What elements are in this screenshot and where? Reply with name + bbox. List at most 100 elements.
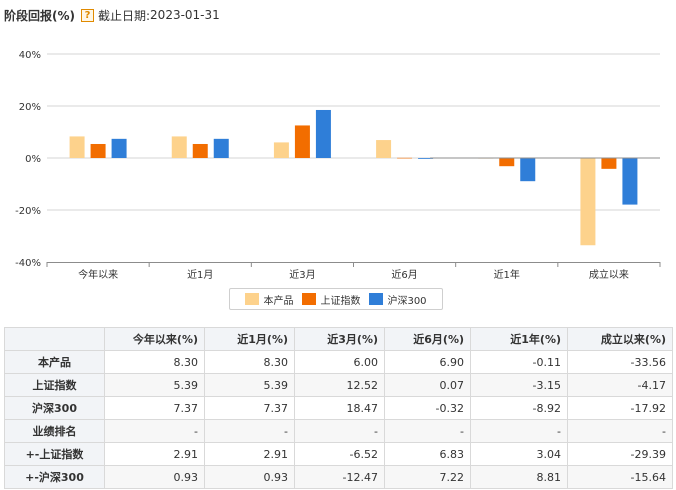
- bars: [69, 109, 638, 246]
- row-label: +-沪深300: [4, 465, 105, 489]
- bar[interactable]: [520, 158, 536, 182]
- table-row: 本产品 8.30 8.30 6.00 6.90 -0.11 -33.56: [4, 350, 673, 374]
- row-label: 本产品: [4, 350, 105, 374]
- section-header: 阶段回报(%) ? 截止日期: 2023-01-31: [4, 5, 220, 25]
- table-cell: 7.37: [204, 396, 295, 420]
- bar[interactable]: [601, 158, 617, 169]
- legend-label: 本产品: [263, 295, 294, 307]
- column-header: 近6月(%): [384, 327, 471, 351]
- bar[interactable]: [171, 136, 187, 158]
- table-row: 业绩排名 - - - - - -: [4, 419, 673, 443]
- stage-return-chart: -40% -20% 0% 20% 40% 今年以来 近1月 近3月 近6月 近1年 成立以来: [15, 50, 661, 281]
- table-cell: -: [204, 419, 295, 443]
- cutoff-date-value: 2023-01-31: [150, 8, 220, 22]
- table-cell: 3.04: [470, 442, 568, 466]
- y-tick-label: 20%: [19, 102, 41, 113]
- table-cell: 2.91: [204, 442, 295, 466]
- table-cell: -29.39: [567, 442, 673, 466]
- table-cell: 8.81: [470, 465, 568, 489]
- table-cell: 6.90: [384, 350, 471, 374]
- x-tick-label: 今年以来: [78, 268, 118, 281]
- legend-item[interactable]: 本产品: [245, 292, 293, 307]
- column-header: 近1月(%): [204, 327, 295, 351]
- table-cell: -12.47: [294, 465, 385, 489]
- legend-item[interactable]: 上证指数: [302, 292, 360, 307]
- x-tick-label: 近6月: [391, 268, 417, 281]
- table-cell: 5.39: [104, 373, 205, 397]
- bar[interactable]: [192, 143, 208, 158]
- row-label: 沪深300: [4, 396, 105, 420]
- y-tick-label: 40%: [19, 50, 41, 61]
- table-cell: -17.92: [567, 396, 673, 420]
- legend-label: 沪深300: [387, 295, 427, 307]
- table-cell: -8.92: [470, 396, 568, 420]
- column-header: 成立以来(%): [567, 327, 673, 351]
- bar[interactable]: [315, 109, 331, 158]
- returns-table: 今年以来(%) 近1月(%) 近3月(%) 近6月(%) 近1年(%) 成立以来(%) 本…: [4, 327, 673, 489]
- legend-swatch: [302, 293, 317, 305]
- x-axis: 今年以来 近1月 近3月 近6月 近1年 成立以来: [46, 157, 661, 281]
- table-cell: 8.30: [104, 350, 205, 374]
- y-tick-label: -20%: [15, 206, 41, 217]
- bar[interactable]: [499, 158, 515, 167]
- table-cell: -3.15: [470, 373, 568, 397]
- table-cell: 7.37: [104, 396, 205, 420]
- table-cell: -0.11: [470, 350, 568, 374]
- table-cell: 6.83: [384, 442, 471, 466]
- legend-swatch: [369, 293, 384, 305]
- x-tick-label: 近1年: [494, 268, 520, 281]
- bar[interactable]: [90, 143, 106, 158]
- table-cell: -: [294, 419, 385, 443]
- table-cell: 5.39: [204, 373, 295, 397]
- table-cell: 18.47: [294, 396, 385, 420]
- table-cell: 12.52: [294, 373, 385, 397]
- cutoff-date-label: 截止日期:: [98, 8, 151, 23]
- column-header: 近3月(%): [294, 327, 385, 351]
- legend-label: 上证指数: [320, 295, 361, 307]
- bar[interactable]: [622, 158, 638, 205]
- table-cell: 2.91: [104, 442, 205, 466]
- help-icon[interactable]: ?: [81, 8, 94, 22]
- grid-lines: [47, 53, 660, 211]
- bar[interactable]: [397, 157, 413, 159]
- bar[interactable]: [111, 138, 127, 158]
- bar[interactable]: [418, 158, 434, 159]
- table-cell: -: [384, 419, 471, 443]
- row-label: +-上证指数: [4, 442, 105, 466]
- bar[interactable]: [213, 138, 229, 158]
- table-cell: -: [470, 419, 568, 443]
- legend-item[interactable]: 沪深300: [369, 292, 427, 307]
- table-cell: 0.93: [104, 465, 205, 489]
- table-cell: 6.00: [294, 350, 385, 374]
- bar[interactable]: [273, 142, 289, 158]
- table-cell: 7.22: [384, 465, 471, 489]
- table-row: +-沪深300 0.93 0.93 -12.47 7.22 8.81 -15.64: [4, 465, 673, 489]
- table-header-row: 今年以来(%) 近1月(%) 近3月(%) 近6月(%) 近1年(%) 成立以来(%): [4, 327, 673, 351]
- bar[interactable]: [376, 140, 392, 158]
- table-cell: -6.52: [294, 442, 385, 466]
- x-tick-label: 近3月: [289, 268, 315, 281]
- section-title: 阶段回报(%): [4, 8, 75, 23]
- bar[interactable]: [580, 158, 596, 246]
- bar[interactable]: [69, 136, 85, 158]
- y-tick-label: -40%: [15, 258, 41, 269]
- column-header: [4, 327, 105, 351]
- x-tick-label: 成立以来: [589, 268, 629, 281]
- table-cell: -4.17: [567, 373, 673, 397]
- row-label: 上证指数: [4, 373, 105, 397]
- table-cell: -33.56: [567, 350, 673, 374]
- table-cell: 0.07: [384, 373, 471, 397]
- table-cell: 0.93: [204, 465, 295, 489]
- table-cell: -0.32: [384, 396, 471, 420]
- bar[interactable]: [294, 125, 310, 158]
- column-header: 今年以来(%): [104, 327, 205, 351]
- table-row: 上证指数 5.39 5.39 12.52 0.07 -3.15 -4.17: [4, 373, 673, 397]
- x-tick-label: 近1月: [187, 268, 213, 281]
- y-axis-ticks: -40% -20% 0% 20% 40%: [15, 50, 41, 269]
- table-row: 沪深300 7.37 7.37 18.47 -0.32 -8.92 -17.92: [4, 396, 673, 420]
- column-header: 近1年(%): [470, 327, 568, 351]
- table-cell: -: [567, 419, 673, 443]
- legend-swatch: [245, 293, 260, 305]
- table-cell: 8.30: [204, 350, 295, 374]
- chart-legend: 本产品 上证指数 沪深300: [229, 288, 443, 310]
